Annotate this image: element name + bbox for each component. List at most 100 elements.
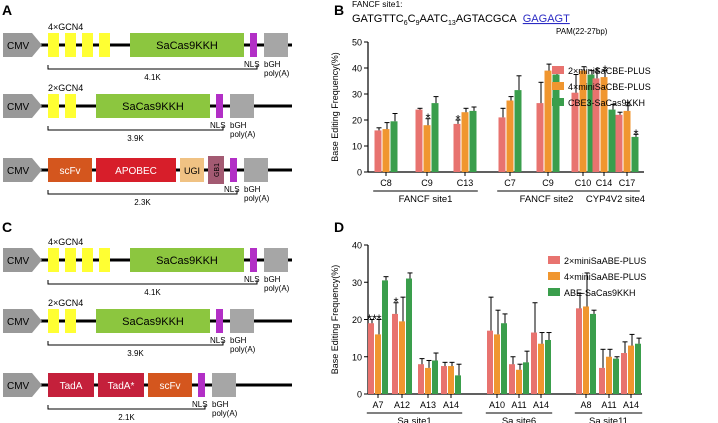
chart-b-legend-swatch <box>552 66 564 74</box>
construct-c-1-block-label: SaCas9KKH <box>156 255 218 267</box>
chart-d-x-tick-label: A7 <box>372 400 383 410</box>
construct-c-2-block-sacas9kkh <box>96 309 210 333</box>
construct-a-1-gcn4-block <box>99 33 110 57</box>
chart-d-bar <box>425 367 431 394</box>
chart-b-bar <box>390 121 398 172</box>
construct-c-3-polya-block <box>212 373 236 397</box>
chart-b-bar <box>461 112 469 172</box>
chart-d-bar <box>516 369 522 394</box>
chart-d-bar <box>448 366 454 394</box>
chart-d-group-label: Sa site1 <box>397 416 431 423</box>
chart-b-bar <box>571 92 579 172</box>
construct-c-1-gcn4-block <box>48 248 59 272</box>
chart-b-y-label: Base Editing Frequency(%) <box>330 52 340 162</box>
chart-d-x-tick-label: A14 <box>623 400 639 410</box>
construct-a-3-block-label: APOBEC <box>115 166 157 177</box>
chart-d-legend-label: 2×miniSaABE-PLUS <box>564 256 646 266</box>
construct-a-3-block-label: UGI <box>184 166 200 176</box>
chart-d-legend-swatch <box>548 288 560 296</box>
chart-d-y-tick-label: 10 <box>352 352 362 362</box>
construct-c-3-cmv-label: CMV <box>7 381 30 392</box>
chart-b-bar <box>453 123 461 172</box>
construct-c-1-nls-block <box>250 248 257 272</box>
construct-a-1-nls-block <box>250 33 257 57</box>
construct-a-3-block-label: scFv <box>59 166 80 177</box>
construct-a-1-polya-block <box>264 33 288 57</box>
construct-a-3-cmv-promoter <box>3 158 42 182</box>
chart-b-x-tick-label: C14 <box>596 178 613 188</box>
construct-a-3-polya-label-2: poly(A) <box>244 194 270 203</box>
construct-c-1-polya-block <box>264 248 288 272</box>
chart-d-group-label: Sa site6 <box>502 416 536 423</box>
chart-b-y-tick-label: 30 <box>352 90 362 100</box>
chart-b-bar <box>431 103 439 172</box>
construct-c-1-gcn4-block <box>65 248 76 272</box>
chart-d-significance-star: ** <box>367 312 377 327</box>
construct-c-1-polya-label-2: poly(A) <box>264 284 290 293</box>
chart-b-bar <box>615 114 623 172</box>
construct-a-2-block-sacas9kkh <box>96 94 210 118</box>
chart-d-bar <box>583 306 589 394</box>
pam-note: PAM(22-27bp) <box>556 27 608 36</box>
chart-b-bar <box>382 129 390 172</box>
panel-label-a: A <box>2 2 12 18</box>
construct-c-1-gcn4-block <box>82 248 93 272</box>
chart-b-y-tick-label: 20 <box>352 116 362 126</box>
chart-d-bar <box>382 280 388 394</box>
chart-b-y-tick-label: 50 <box>352 38 362 48</box>
construct-a-3-block-gb1 <box>208 156 224 184</box>
construct-a-2-polya-block <box>230 94 254 118</box>
construct-c-1-gcn4-label: 4×GCN4 <box>48 237 83 247</box>
chart-d-legend-label: 4×miniSaABE-PLUS <box>564 272 646 282</box>
chart-d-bar <box>487 330 493 394</box>
chart-b-bar <box>536 103 544 172</box>
construct-c-2-block-label: SaCas9KKH <box>122 316 184 328</box>
chart-b-legend-label: 2×miniSaCBE-PLUS <box>568 66 651 76</box>
chart-b-significance-star: * <box>425 111 430 126</box>
chart-b-significance-star: * <box>594 64 599 79</box>
construct-a-1-gcn4-block <box>65 33 76 57</box>
chart-d-y-tick-label: 20 <box>352 315 362 325</box>
construct-c-3-block-label: scFv <box>159 381 180 392</box>
chart-d-bar <box>606 356 612 394</box>
chart-b-bar <box>544 70 552 172</box>
chart-d-legend-swatch <box>548 256 560 264</box>
chart-b-y-tick-label: 10 <box>352 142 362 152</box>
construct-c-2-gcn4-block <box>48 309 59 333</box>
construct-a-3-polya-label-1: bGH <box>244 185 261 194</box>
construct-a-3-nls-block <box>230 158 237 182</box>
chart-b-bar <box>631 136 639 172</box>
chart-b-bar <box>623 110 631 172</box>
chart-d-bar <box>399 321 405 394</box>
construct-a-3-polya-block <box>244 158 268 182</box>
construct-a-2-cmv-label: CMV <box>7 102 30 113</box>
chart-d-y-tick-label: 30 <box>352 278 362 288</box>
construct-c-1-block-sacas9kkh <box>130 248 244 272</box>
chart-b-bar <box>552 74 560 172</box>
construct-a-1-nls-label: NLS <box>244 60 260 69</box>
chart-b-bar <box>469 110 477 172</box>
construct-a-3-size-bracket <box>47 190 238 195</box>
chart-b-legend-swatch <box>552 82 564 90</box>
chart-b-significance-star: * <box>633 126 638 141</box>
construct-c-3-block-tada-star <box>98 373 144 397</box>
construct-a-2-gcn4-block <box>65 94 76 118</box>
chart-d-y-tick-label: 0 <box>357 390 362 400</box>
construct-a-3-nls-label: NLS <box>224 185 240 194</box>
chart-d-bar <box>406 278 412 394</box>
chart-d-bar <box>494 334 500 394</box>
construct-a-3-size-label: 2.3K <box>134 198 151 207</box>
chart-b-legend-label: 4×miniSaCBE-PLUS <box>568 82 651 92</box>
construct-a-1-gcn4-label: 4×GCN4 <box>48 22 83 32</box>
construct-c-2-cmv-label: CMV <box>7 317 30 328</box>
construct-c-1-polya-label-1: bGH <box>264 275 281 284</box>
chart-d-x-tick-label: A14 <box>443 400 459 410</box>
construct-a-2-size-label: 3.9K <box>127 134 144 143</box>
chart-b-y-tick-label: 0 <box>357 168 362 178</box>
construct-c-2-gcn4-label: 2×GCN4 <box>48 298 83 308</box>
construct-a-2-size-bracket <box>47 126 224 131</box>
chart-d-x-tick-label: A11 <box>601 400 616 410</box>
chart-b-bar <box>579 70 587 172</box>
construct-a-1-block-label: SaCas9KKH <box>156 40 218 52</box>
chart-d: 0 10 20 30 40 Base Editing Frequency(%) A7 A12 A… <box>330 241 646 423</box>
